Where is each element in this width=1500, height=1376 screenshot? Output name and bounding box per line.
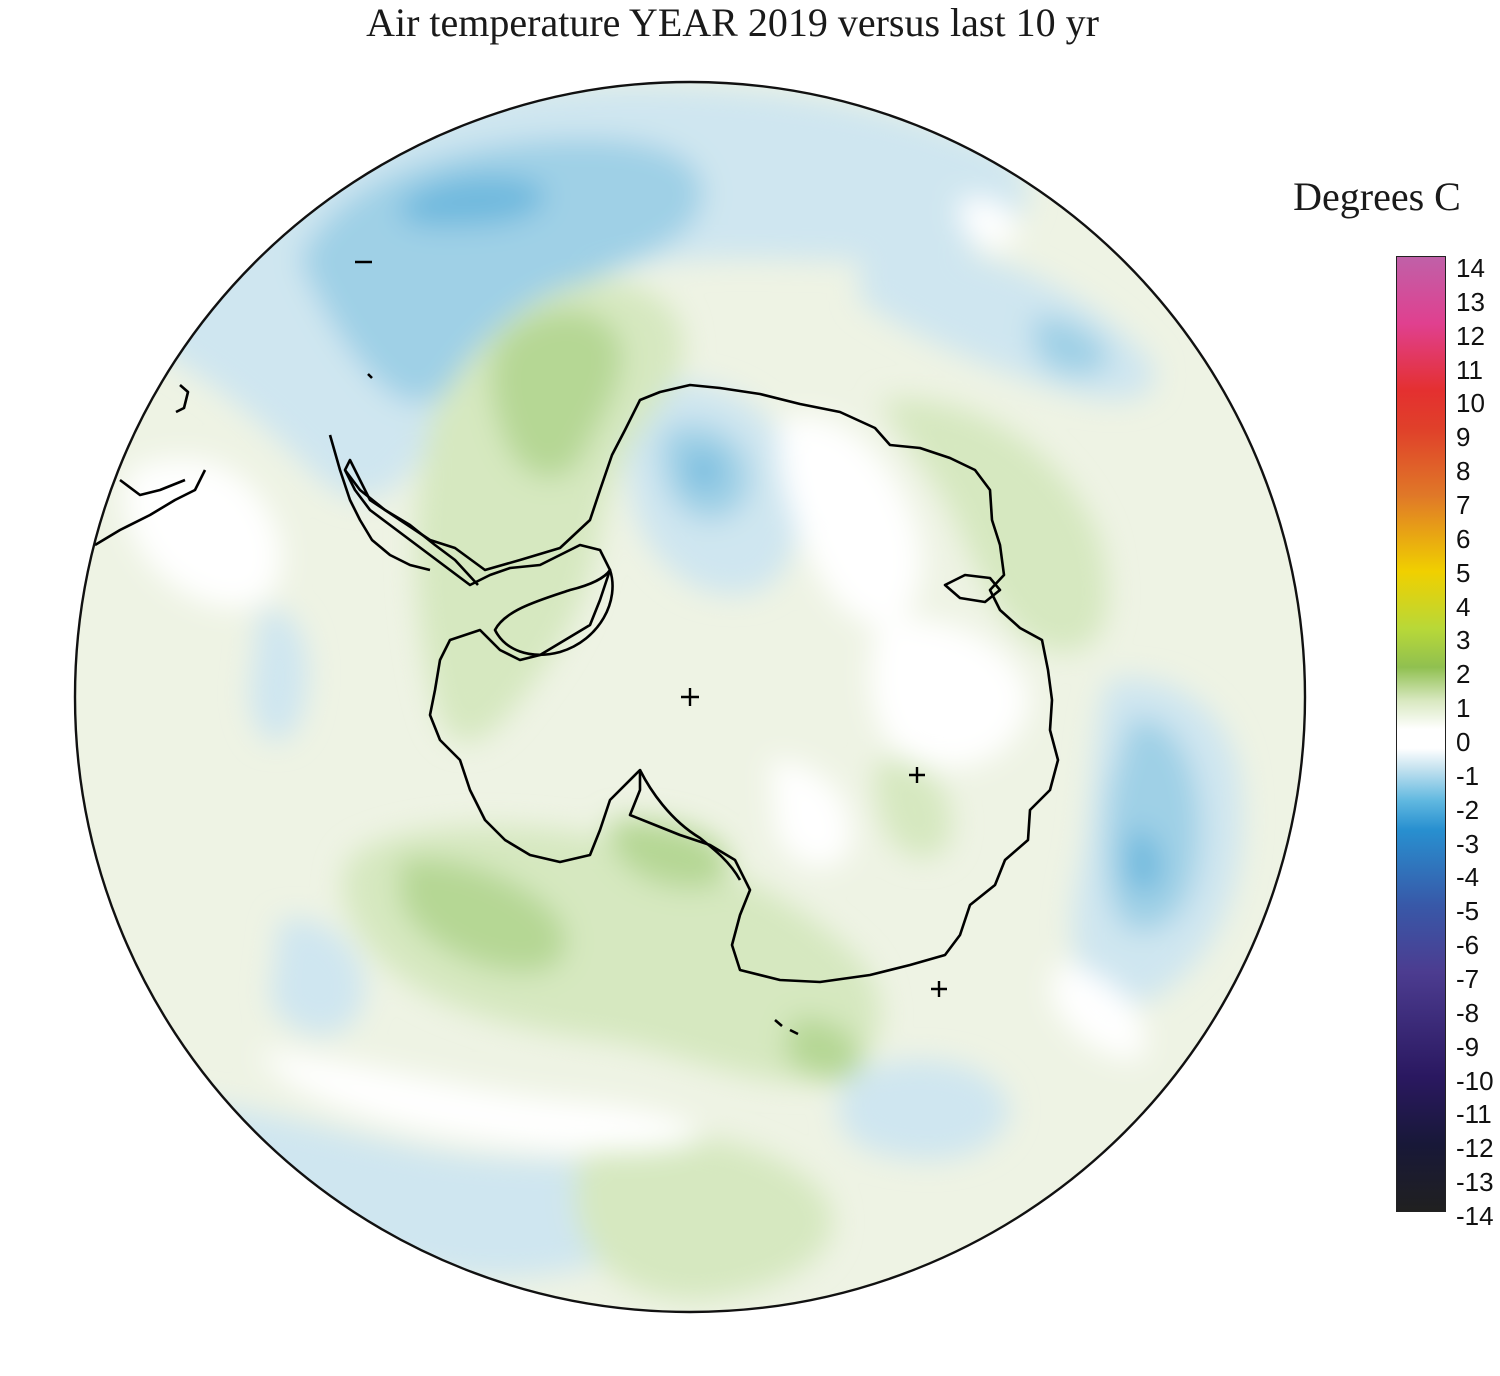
colorbar-tick-label: -12 <box>1456 1133 1494 1164</box>
coastlines <box>94 260 1060 1036</box>
colorbar-tick-label: -13 <box>1456 1167 1494 1198</box>
colorbar-tick-label: -4 <box>1456 862 1480 893</box>
antarctica-coastline <box>343 383 1060 984</box>
ice-shelf-ross <box>638 769 742 881</box>
station-marker-coast <box>931 981 947 997</box>
colorbar-tick-label: 6 <box>1456 523 1471 554</box>
colorbar-tick-label: -5 <box>1456 896 1480 927</box>
station-marker-east <box>909 767 925 783</box>
colorbar-tick-label: 14 <box>1456 253 1485 283</box>
island-east <box>943 573 1002 604</box>
colorbar-tick-label: 8 <box>1456 456 1471 487</box>
colorbar-tick-label: -9 <box>1456 1031 1480 1062</box>
colorbar-tick-label: -2 <box>1456 794 1480 825</box>
south-pole-marker <box>681 688 699 706</box>
colorbar-tick-label: 3 <box>1456 625 1471 656</box>
station-markers <box>681 688 947 997</box>
colorbar-tick-label: 7 <box>1456 490 1471 520</box>
colorbar-tick-label: 5 <box>1456 557 1471 588</box>
south-america-coast <box>328 260 431 572</box>
colorbar-tick-label: 0 <box>1456 727 1471 757</box>
colorbar-tick-label: -8 <box>1456 997 1480 1028</box>
colorbar-tick-label: -10 <box>1456 1065 1494 1096</box>
colorbar-tick-label: -3 <box>1456 828 1480 859</box>
map-disc-border <box>73 80 1307 1314</box>
island-south <box>774 1019 799 1036</box>
colorbar-unit-label: Degrees C <box>1293 174 1461 219</box>
map-title: Air temperature YEAR 2019 versus last 10… <box>366 0 1099 45</box>
colorbar-tick-label: 10 <box>1456 388 1485 419</box>
peninsula-detail <box>343 469 479 586</box>
ice-shelf-interior <box>493 568 614 657</box>
colorbar-tick-label: -7 <box>1456 964 1480 994</box>
colorbar-tick-label: 4 <box>1456 591 1471 622</box>
colorbar-tick-label: -14 <box>1456 1201 1494 1231</box>
colorbar-tick-label: -11 <box>1456 1099 1492 1130</box>
new-zealand-coast <box>94 384 207 547</box>
colorbar-tick-label: 11 <box>1456 354 1483 385</box>
colorbar <box>1396 256 1446 1212</box>
colorbar-tick-label: 12 <box>1456 320 1485 351</box>
colorbar-tick-label: 9 <box>1456 422 1471 453</box>
colorbar-tick-label: -1 <box>1456 760 1480 791</box>
colorbar-tick-label: 13 <box>1456 286 1485 317</box>
colorbar-tick-label: 2 <box>1456 659 1471 690</box>
colorbar-tick-label: 1 <box>1456 693 1471 724</box>
colorbar-tick-label: -6 <box>1456 930 1480 961</box>
